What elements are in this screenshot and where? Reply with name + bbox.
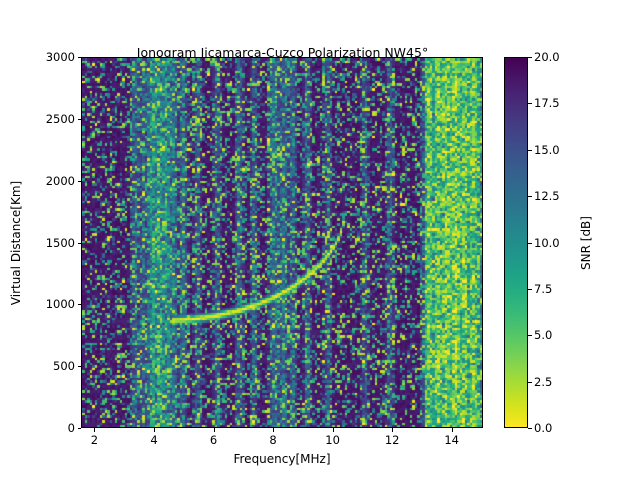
colorbar-label-text: SNR [dB] [579, 215, 593, 270]
x-axis-label: Frequency[MHz] [233, 452, 331, 466]
colorbar-tick-label: 0.0 [534, 421, 553, 435]
colorbar-tick [528, 103, 532, 105]
x-tick-label: 8 [269, 433, 277, 447]
colorbar-tick [528, 57, 532, 58]
colorbar-gradient [505, 58, 527, 427]
colorbar-tick [528, 149, 532, 151]
y-tick [77, 428, 81, 429]
x-tick [213, 428, 215, 432]
colorbar [504, 57, 528, 428]
colorbar-tick-label: 10.0 [534, 235, 560, 250]
x-tick [94, 428, 96, 432]
x-tick [154, 428, 155, 432]
y-tick-label: 2500 [45, 111, 75, 126]
colorbar-tick-label: 12.5 [534, 189, 560, 204]
colorbar-label: SNR [dB] [578, 57, 594, 428]
y-tick-label: 3000 [45, 50, 75, 64]
ionogram-heatmap [82, 58, 482, 427]
colorbar-tick [528, 196, 532, 198]
title-line-1: Ionogram Jicamarca-Cuzco Polarization NW… [136, 45, 429, 60]
colorbar-tick [528, 335, 532, 337]
y-tick-label: 0 [67, 421, 75, 435]
y-axis-label: Virtual Distance[Km] [8, 57, 24, 428]
colorbar-tick-label: 5.0 [534, 328, 553, 343]
y-tick [77, 180, 81, 182]
colorbar-tick-label: 15.0 [534, 142, 560, 157]
colorbar-tick [528, 428, 532, 429]
colorbar-tick-label: 20.0 [534, 50, 560, 64]
x-tick-label: 6 [209, 433, 218, 447]
x-tick-label: 14 [444, 433, 460, 447]
y-tick-label: 1000 [45, 297, 75, 312]
colorbar-tick-label: 17.5 [534, 96, 560, 111]
x-tick [273, 428, 275, 432]
colorbar-tick [528, 288, 532, 290]
y-tick-label: 500 [53, 359, 75, 374]
y-tick [77, 242, 81, 244]
y-tick [77, 304, 81, 306]
plot-area [81, 57, 483, 428]
x-tick-label: 2 [90, 433, 99, 447]
colorbar-tick-label: 2.5 [534, 374, 553, 389]
colorbar-tick [528, 242, 532, 244]
y-tick [77, 118, 81, 120]
y-tick-label: 2000 [45, 173, 75, 188]
y-tick [77, 57, 81, 58]
colorbar-tick-label: 7.5 [534, 281, 553, 296]
x-tick-label: 10 [325, 433, 340, 447]
y-tick-label: 1500 [45, 235, 75, 250]
y-tick [77, 366, 81, 368]
x-tick [332, 428, 334, 432]
x-tick-label: 12 [384, 433, 400, 447]
x-tick [392, 428, 394, 432]
x-tick-label: 4 [150, 433, 158, 447]
colorbar-tick [528, 381, 532, 383]
y-axis-label-text: Virtual Distance[Km] [9, 180, 24, 305]
x-tick [451, 428, 453, 432]
